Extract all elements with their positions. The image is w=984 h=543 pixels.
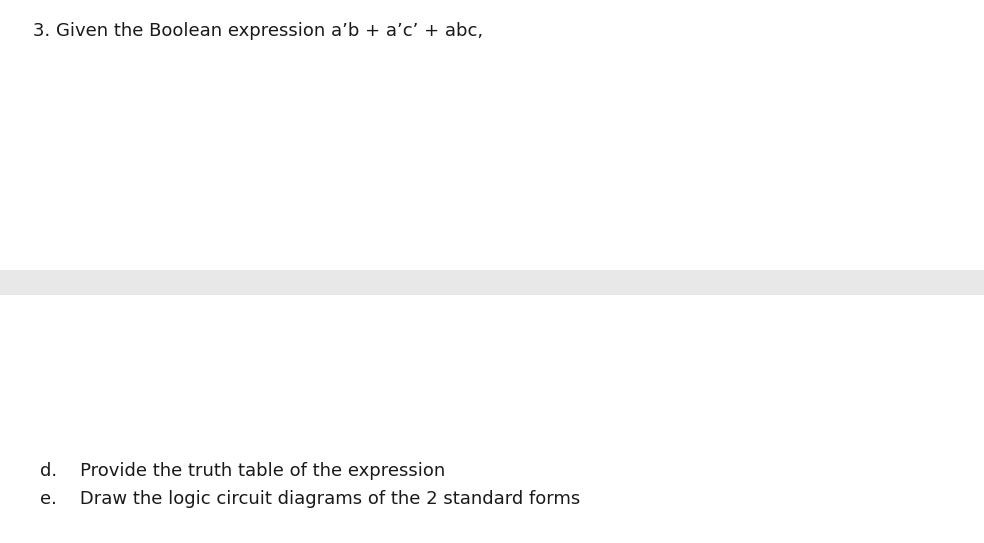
Bar <box>0 270 984 295</box>
Text: d.    Provide the truth table of the expression: d. Provide the truth table of the expres… <box>40 462 445 480</box>
Text: e.    Draw the logic circuit diagrams of the 2 standard forms: e. Draw the logic circuit diagrams of th… <box>40 490 581 508</box>
Text: 3. Given the Boolean expression a’b + a’c’ + abc,: 3. Given the Boolean expression a’b + a’… <box>33 22 483 40</box>
